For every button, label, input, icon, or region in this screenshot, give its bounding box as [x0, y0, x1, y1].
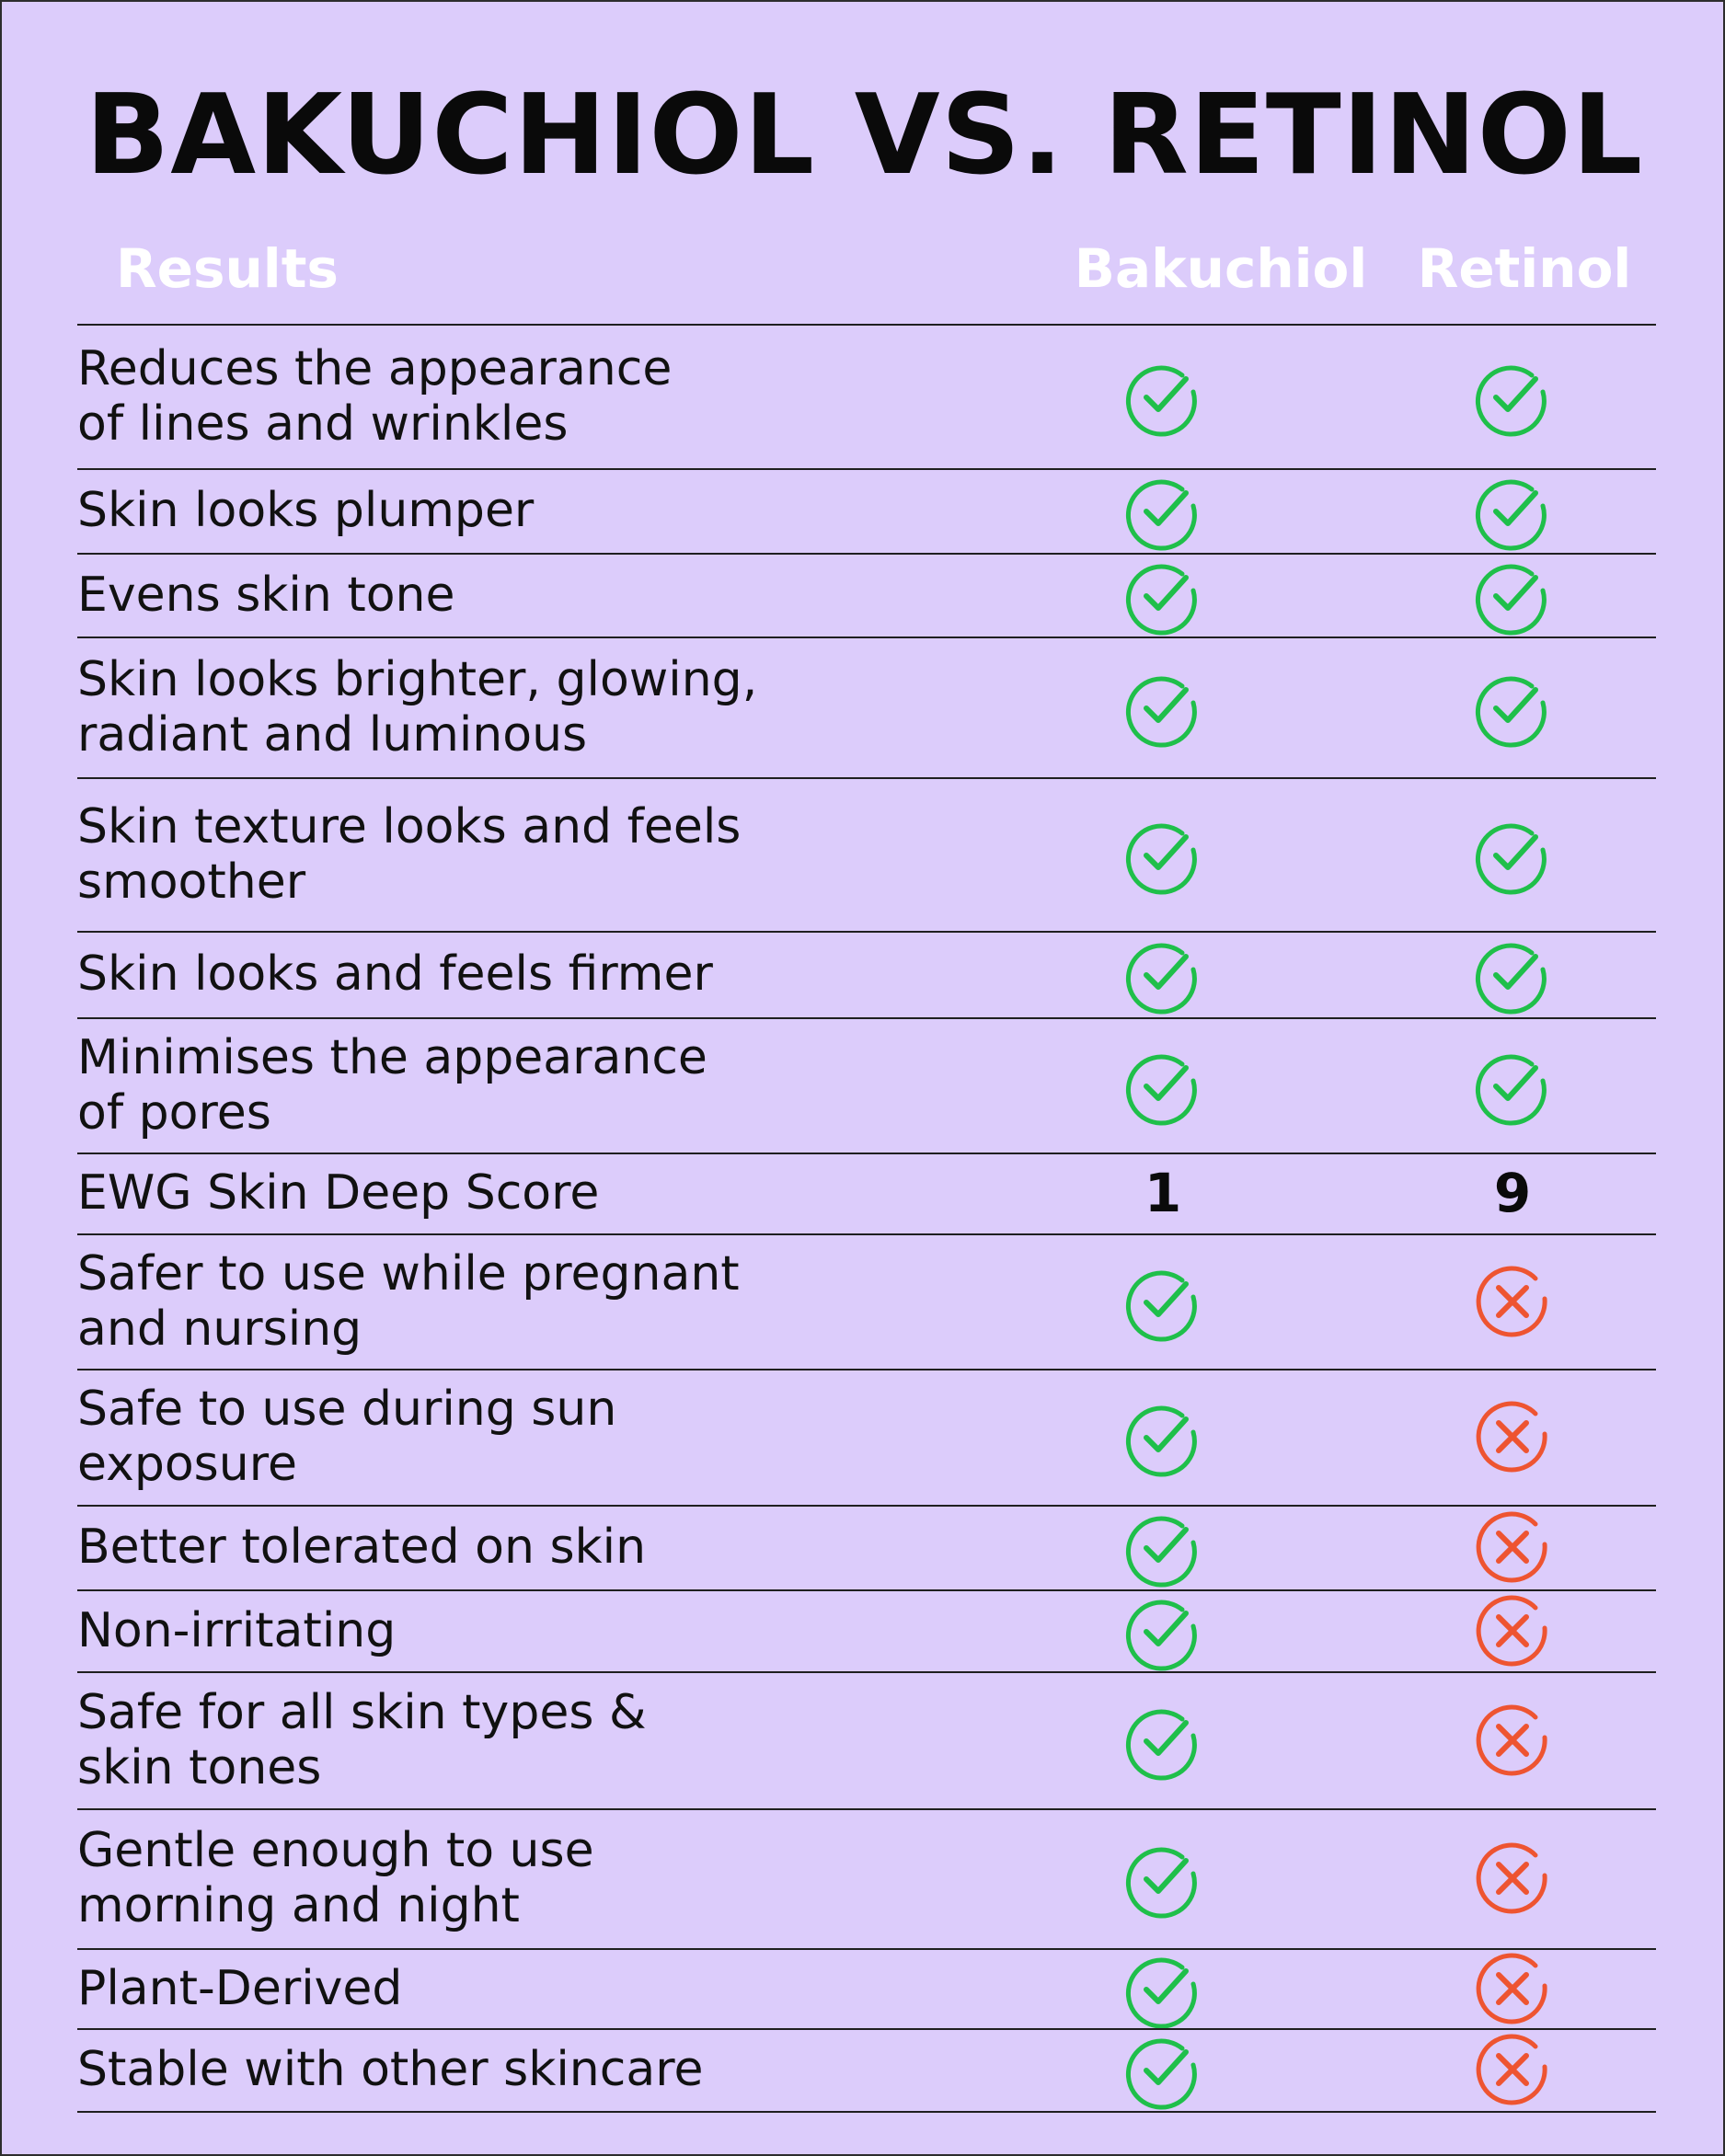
row-label: Skin looks brighter, glowing, radiant an…: [77, 651, 758, 763]
row-divider: [77, 1808, 1656, 1810]
table-row: Skin looks brighter, glowing, radiant an…: [77, 636, 1656, 777]
row-label: Skin looks and feels firmer: [77, 946, 713, 1002]
row-label: Stable with other skincare: [77, 2042, 704, 2097]
table-row: Minimises the appearance of pores: [77, 1017, 1656, 1153]
cross-icon: [1471, 1837, 1554, 1920]
row-label: Non-irritating: [77, 1602, 397, 1658]
row-divider: [77, 1671, 1656, 1673]
check-icon: [1121, 1506, 1204, 1588]
page-title: BAKUCHIOL VS. RETINOL: [85, 72, 1644, 200]
row-divider: [77, 2111, 1656, 2113]
check-icon: [1471, 554, 1554, 636]
cross-icon: [1471, 1947, 1554, 2030]
table-row: Stable with other skincare: [77, 2028, 1656, 2111]
row-label: Plant-Derived: [77, 1960, 403, 2016]
check-icon: [1121, 554, 1204, 636]
check-icon: [1121, 1260, 1204, 1343]
check-icon: [1121, 469, 1204, 552]
row-label: Skin looks plumper: [77, 483, 535, 538]
table-row: Gentle enough to use morning and night: [77, 1808, 1656, 1948]
row-label: Safer to use while pregnant and nursing: [77, 1245, 740, 1357]
table-row: Plant-Derived: [77, 1948, 1656, 2028]
cross-icon: [1471, 1699, 1554, 1782]
check-icon: [1121, 2028, 1204, 2111]
cross-icon: [1471, 1260, 1554, 1343]
header-results: Results: [116, 237, 339, 300]
row-label: Evens skin tone: [77, 567, 455, 623]
row-label: Better tolerated on skin: [77, 1520, 647, 1575]
check-icon: [1471, 813, 1554, 896]
row-divider: [77, 1153, 1656, 1154]
row-divider: [77, 1369, 1656, 1370]
check-icon: [1121, 1589, 1204, 1672]
cross-icon: [1471, 1395, 1554, 1478]
table-row: Better tolerated on skin: [77, 1505, 1656, 1589]
row-label: Safe for all skin types & skin tones: [77, 1684, 647, 1795]
check-icon: [1121, 1044, 1204, 1127]
row-divider: [77, 2028, 1656, 2030]
table-row: Reduces the appearance of lines and wrin…: [77, 324, 1656, 468]
retinol-score: 9: [1493, 1162, 1532, 1224]
check-icon: [1471, 666, 1554, 749]
table-row: Skin looks plumper: [77, 468, 1656, 553]
header-bakuchiol: Bakuchiol: [1074, 237, 1368, 300]
table-row: Evens skin tone: [77, 553, 1656, 636]
row-label: Skin texture looks and feels smoother: [77, 798, 742, 910]
row-label: EWG Skin Deep Score: [77, 1165, 600, 1221]
table-row: Skin looks and feels firmer: [77, 931, 1656, 1017]
row-divider: [77, 1233, 1656, 1235]
table-row: Safer to use while pregnant and nursing: [77, 1233, 1656, 1369]
table-row: EWG Skin Deep Score 1 9: [77, 1153, 1656, 1233]
cross-icon: [1471, 1506, 1554, 1588]
check-icon: [1471, 355, 1554, 438]
check-icon: [1121, 1837, 1204, 1920]
check-icon: [1471, 1044, 1554, 1127]
bakuchiol-score: 1: [1144, 1162, 1182, 1224]
cross-icon: [1471, 2028, 1554, 2111]
row-divider: [77, 1017, 1656, 1019]
check-icon: [1121, 813, 1204, 896]
header-retinol: Retinol: [1417, 237, 1632, 300]
check-icon: [1121, 666, 1204, 749]
table-row: Skin texture looks and feels smoother: [77, 777, 1656, 931]
row-divider: [77, 1505, 1656, 1507]
row-divider: [77, 1948, 1656, 1950]
row-label: Minimises the appearance of pores: [77, 1029, 707, 1141]
row-divider: [77, 553, 1656, 555]
row-divider: [77, 931, 1656, 933]
check-icon: [1121, 933, 1204, 1015]
row-divider: [77, 636, 1656, 638]
check-icon: [1471, 469, 1554, 552]
row-divider: [77, 468, 1656, 470]
table-row: Safe to use during sun exposure: [77, 1369, 1656, 1505]
check-icon: [1121, 355, 1204, 438]
row-divider: [77, 324, 1656, 326]
row-label: Gentle enough to use morning and night: [77, 1823, 594, 1933]
check-icon: [1471, 933, 1554, 1015]
row-label: Safe to use during sun exposure: [77, 1382, 617, 1492]
row-divider: [77, 777, 1656, 779]
table-row: Non-irritating: [77, 1589, 1656, 1671]
table-row: Safe for all skin types & skin tones: [77, 1671, 1656, 1808]
check-icon: [1121, 1947, 1204, 2030]
check-icon: [1121, 1395, 1204, 1478]
check-icon: [1121, 1699, 1204, 1782]
cross-icon: [1471, 1589, 1554, 1672]
row-label: Reduces the appearance of lines and wrin…: [77, 340, 673, 452]
row-divider: [77, 1589, 1656, 1591]
